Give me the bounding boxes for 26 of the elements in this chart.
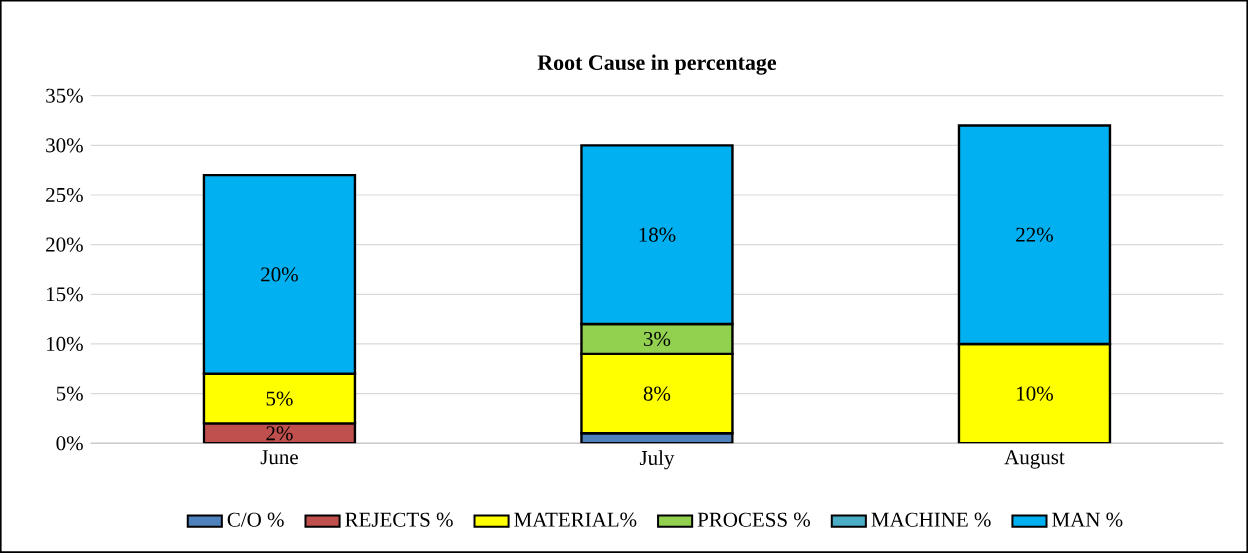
y-tick-label: 20% <box>46 237 83 252</box>
y-tick-label: 30% <box>46 138 83 153</box>
data-label: 18% <box>639 227 676 242</box>
legend-label: C/O % <box>227 512 284 527</box>
data-label: 22% <box>1016 227 1053 242</box>
x-tick-label: August <box>1004 450 1065 469</box>
y-tick-label: 15% <box>47 287 83 302</box>
legend-label: PROCESS % <box>697 512 811 527</box>
data-label: 5% <box>266 391 293 406</box>
y-tick-label: 0% <box>56 436 83 451</box>
legend-label: MACHINE % <box>871 512 991 527</box>
data-label: 8% <box>643 386 671 401</box>
y-tick-label: 35% <box>46 88 83 103</box>
legend-label: MATERIAL% <box>514 512 637 527</box>
data-label: 3% <box>643 331 671 347</box>
y-tick-label: 10% <box>47 336 83 352</box>
x-tick-label: July <box>639 450 675 470</box>
y-tick-label: 5% <box>56 386 83 401</box>
x-tick-label: June <box>260 450 298 465</box>
chart-title: Root Cause in percentage <box>537 54 777 75</box>
y-tick-label: 25% <box>46 187 83 203</box>
legend-label: MAN % <box>1052 512 1123 527</box>
data-label: 20% <box>261 267 298 282</box>
legend-label: REJECTS % <box>345 512 453 527</box>
data-label: 10% <box>1017 386 1053 401</box>
data-label: 2% <box>266 426 293 441</box>
